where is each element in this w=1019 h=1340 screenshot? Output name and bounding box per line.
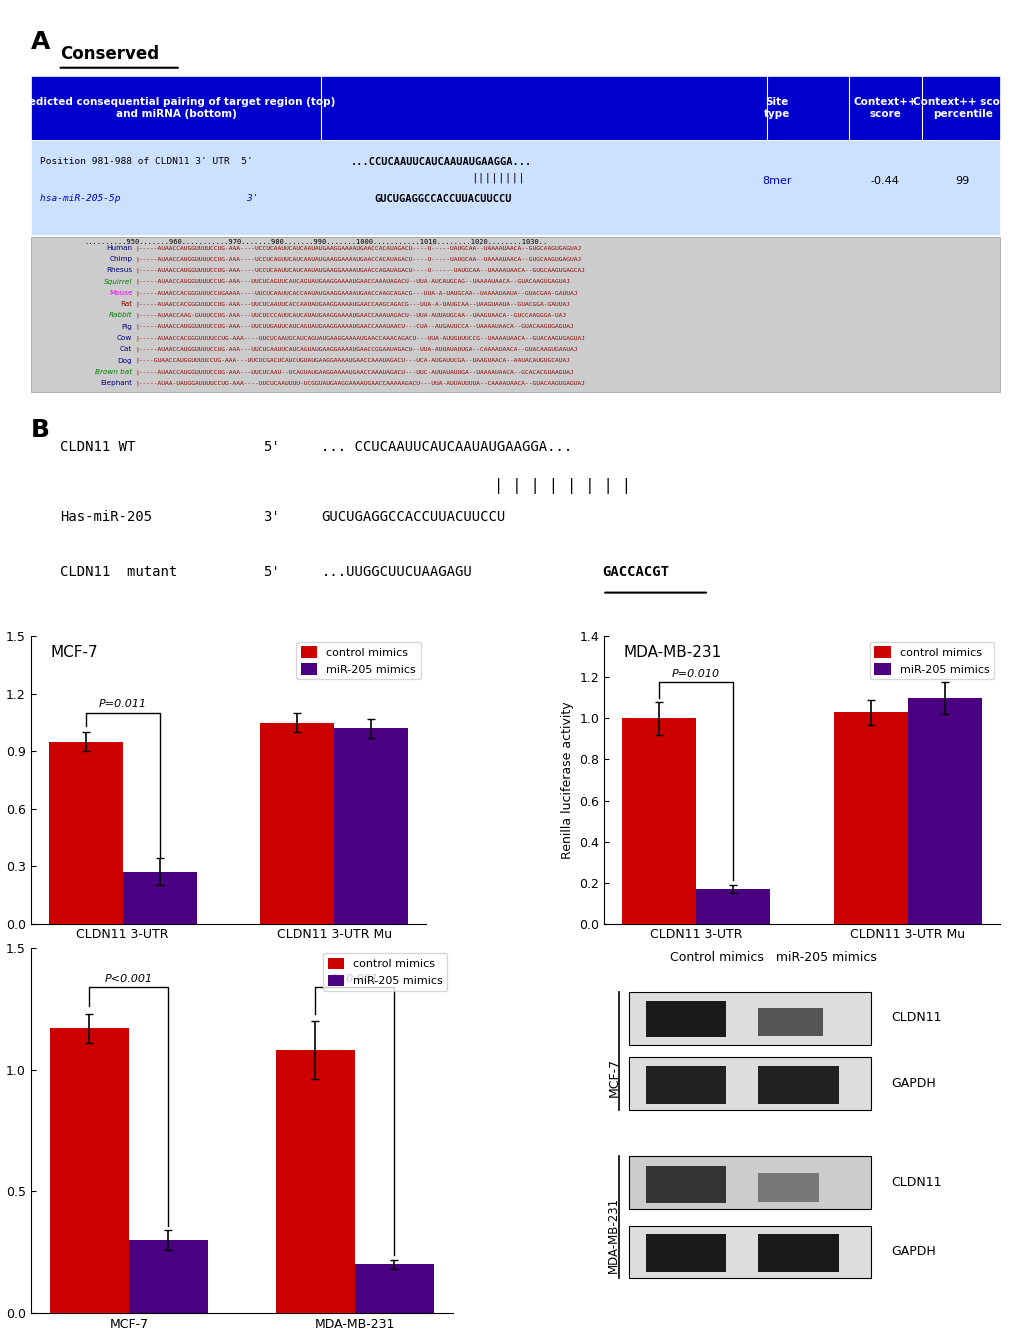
Bar (49, 742, 122, 923)
Text: 3': 3' (263, 511, 279, 524)
FancyBboxPatch shape (645, 1001, 726, 1037)
FancyBboxPatch shape (31, 141, 999, 234)
Text: P=0.011: P=0.011 (99, 699, 147, 709)
Text: ..........950.......960...........970.......980.......990.......1000...........1: ..........950.......960...........970...… (84, 240, 546, 245)
Text: B: B (31, 418, 50, 442)
Text: MDA-MB-231: MDA-MB-231 (624, 645, 721, 661)
Text: Dog: Dog (117, 358, 132, 363)
Text: |-----AUAACCAUGGUUUUCCUG-AAA----UCCUCAAUUCAUCAAUAUGAAGGAAAAUGAACCAGAUAGACU----U-: |-----AUAACCAUGGUUUUCCUG-AAA----UCCUCAAU… (136, 268, 585, 273)
Text: P<0.001: P<0.001 (330, 974, 378, 984)
Text: P=0.010: P=0.010 (672, 670, 719, 679)
FancyBboxPatch shape (629, 1156, 870, 1209)
Text: CLDN11  mutant: CLDN11 mutant (59, 565, 176, 579)
Text: 5': 5' (263, 440, 279, 454)
Text: Pig: Pig (121, 324, 132, 330)
FancyBboxPatch shape (645, 1065, 726, 1104)
Text: GUCUGAGGCCACCUUACUUCCU: GUCUGAGGCCACCUUACUUCCU (321, 511, 505, 524)
Text: |-----AUAACCACGGGUUUCCUGAAAA----UUCUCAAUUCACCAAUAUGAAGGAAAAUGAACCAAGCAGACG---UUA: |-----AUAACCACGGGUUUCCUGAAAA----UUCUCAAU… (136, 291, 577, 296)
Bar (907, 698, 980, 923)
Text: |-----AUAACCAUGGUUUUCCUG-AAA----UCCUCAAUUCAUCAAUAUGAAGGAAAAUGAACCACAUAGACU----U-: |-----AUAACCAUGGUUUUCCUG-AAA----UCCUCAAU… (136, 245, 581, 251)
Text: Rhesus: Rhesus (106, 268, 132, 273)
Text: Rat: Rat (120, 302, 132, 307)
Text: ... CCUCAAUUCAUCAAUAUGAAGGA...: ... CCUCAAUUCAUCAAUAUGAAGGA... (321, 440, 572, 454)
Text: Mouse: Mouse (109, 289, 132, 296)
Text: |-----AUAACCACGGGUUUCCUG-AAA---UUCUCAAUUCACCAAUAUGAAGGAAAAUGAACCAAGCAGACG---UUA-: |-----AUAACCACGGGUUUCCUG-AAA---UUCUCAAUU… (136, 302, 570, 307)
Text: MCF-7: MCF-7 (606, 1059, 620, 1097)
Text: Control mimics   miR-205 mimics: Control mimics miR-205 mimics (669, 951, 875, 965)
Text: |-----AUAACCAUGGUUUUCCUG-AAA---UUCUCAAU--UCAGUAUGAAGGAAAAUGAACCAAAUAGACU---UUC-A: |-----AUAACCAUGGUUUUCCUG-AAA---UUCUCAAU-… (136, 369, 574, 374)
Bar (695, 888, 769, 923)
Text: hsa-miR-205-5p                      3': hsa-miR-205-5p 3' (41, 194, 259, 204)
Text: Cow: Cow (117, 335, 132, 340)
Text: A: A (31, 31, 50, 55)
FancyBboxPatch shape (757, 1234, 838, 1272)
Text: GAPDH: GAPDH (891, 1077, 934, 1091)
Bar (833, 713, 907, 923)
FancyBboxPatch shape (645, 1234, 726, 1272)
Text: GUCUGAGGCCACCUUACUUCCU: GUCUGAGGCCACCUUACUUCCU (374, 194, 512, 204)
Text: -0.44: -0.44 (870, 176, 899, 186)
Bar (50, 1028, 128, 1313)
Text: CLDN11: CLDN11 (891, 1177, 941, 1189)
Text: |-----AUAACCAUGGUUUUCCUG-AAA---UUCUCAGUUCAUCAGUAUGAAGGAAAAUGAACCAAAUAGACU--UUA-A: |-----AUAACCAUGGUUUUCCUG-AAA---UUCUCAGUU… (136, 279, 570, 284)
Text: Conserved: Conserved (59, 46, 159, 63)
Y-axis label: Renilla luciferase activity: Renilla luciferase activity (560, 701, 573, 859)
Text: Site
type: Site type (763, 96, 789, 119)
Bar (355, 1265, 433, 1313)
Text: |-----AUAACCACGGGUUUUCCUG-AAA----UUCUCAAUGCAUCAGUAUGAAGGAAAAUGAACCAAACAGACU---UU: |-----AUAACCACGGGUUUUCCUG-AAA----UUCUCAA… (136, 335, 585, 340)
FancyBboxPatch shape (645, 1166, 726, 1203)
FancyBboxPatch shape (31, 237, 999, 393)
Text: CLDN11: CLDN11 (891, 1012, 941, 1025)
FancyBboxPatch shape (757, 1065, 838, 1104)
Text: Context++ score
percentile: Context++ score percentile (912, 96, 1011, 119)
Text: |-----AUAACCAUGGUUUUCCUG-AAA---UUCUCAAUUCAUCAGUAUGAAGGAAAAUGAACCGGAAUAGACU--UUA-: |-----AUAACCAUGGUUUUCCUG-AAA---UUCUCAAUU… (136, 347, 577, 352)
Text: Squirrel: Squirrel (104, 279, 132, 284)
Text: P<0.001: P<0.001 (105, 974, 153, 984)
Text: Predicted consequential pairing of target region (top)
and miRNA (bottom): Predicted consequential pairing of targe… (16, 96, 335, 119)
Text: 5': 5' (263, 565, 279, 579)
Text: GAPDH: GAPDH (891, 1245, 934, 1258)
Text: Chimp: Chimp (109, 256, 132, 263)
Text: CLDN11 WT: CLDN11 WT (59, 440, 135, 454)
Text: |-----AUAACCAAG-GUUUCCUG-AAA---UUCUCCCAUUCAUCAUAUGAAGGAAAAUGAACCAAAUAGACU--UUA-A: |-----AUAACCAAG-GUUUCCUG-AAA---UUCUCCCAU… (136, 312, 566, 318)
Bar (275, 1051, 355, 1313)
Text: ||||||||: |||||||| (471, 173, 525, 184)
Bar (122, 872, 197, 923)
Text: Human: Human (106, 245, 132, 251)
Text: Has-miR-205: Has-miR-205 (59, 511, 152, 524)
Text: Context++
score: Context++ score (853, 96, 916, 119)
Text: 8mer: 8mer (761, 176, 791, 186)
Bar (260, 722, 334, 923)
Text: ...CCUCAAUUCAUCAAUAUGAAGGA...: ...CCUCAAUUCAUCAAUAUGAAGGA... (351, 157, 531, 166)
Text: GACCACGT: GACCACGT (601, 565, 668, 579)
Text: |----GUAACCAUGGUUUUCCUG-AAA---UUCUCGACUCAUCUGUAUGAAGGAAAAUGAACCAAAUAGACU---UCA-A: |----GUAACCAUGGUUUUCCUG-AAA---UUCUCGACUC… (136, 358, 570, 363)
Legend: control mimics, miR-205 mimics: control mimics, miR-205 mimics (323, 953, 447, 990)
FancyBboxPatch shape (31, 76, 999, 141)
Bar (128, 1240, 208, 1313)
Text: ...UUGGCUUCUAAGAGU: ...UUGGCUUCUAAGAGU (321, 565, 472, 579)
FancyBboxPatch shape (757, 1008, 821, 1036)
Text: Rabbit: Rabbit (109, 312, 132, 319)
FancyBboxPatch shape (629, 1057, 870, 1111)
Text: MCF-7: MCF-7 (50, 645, 98, 661)
Text: |-----AUAA-UAUGGAUUUUCCUG-AAA----UUCUCAAUUUU-UCGGUAUGAAGGAAAAUGAACCAAAAAGACU---U: |-----AUAA-UAUGGAUUUUCCUG-AAA----UUCUCAA… (136, 381, 585, 386)
Text: Brown bat: Brown bat (95, 369, 132, 375)
Text: |-----AUAACCAUGGUUUUCCUG-AAA----UCCUCAGUUCAUCAAUAUGAAGGAAAAUGAACCACAUAGACU----U-: |-----AUAACCAUGGUUUUCCUG-AAA----UCCUCAGU… (136, 256, 581, 261)
Bar (622, 718, 695, 923)
Text: MDA-MB-231: MDA-MB-231 (606, 1197, 620, 1273)
Text: 99: 99 (955, 176, 969, 186)
Legend: control mimics, miR-205 mimics: control mimics, miR-205 mimics (297, 642, 420, 679)
Text: Cat: Cat (120, 346, 132, 352)
Text: |-----AUAACCAUGGUUUUCCUG-AAA---UUCUUGAUUCAUCAGUAUGAAGGAAAAUGAACCAAAUAACU---CUA--: |-----AUAACCAUGGUUUUCCUG-AAA---UUCUUGAUU… (136, 324, 574, 330)
FancyBboxPatch shape (629, 1226, 870, 1278)
FancyBboxPatch shape (629, 992, 870, 1045)
FancyBboxPatch shape (757, 1174, 818, 1202)
Bar (334, 729, 408, 923)
Text: Elephant: Elephant (100, 381, 132, 386)
Text: | | | | | | | |: | | | | | | | | (493, 478, 630, 494)
Legend: control mimics, miR-205 mimics: control mimics, miR-205 mimics (869, 642, 994, 679)
Text: Position 981-988 of CLDN11 3' UTR  5': Position 981-988 of CLDN11 3' UTR 5' (41, 157, 253, 166)
